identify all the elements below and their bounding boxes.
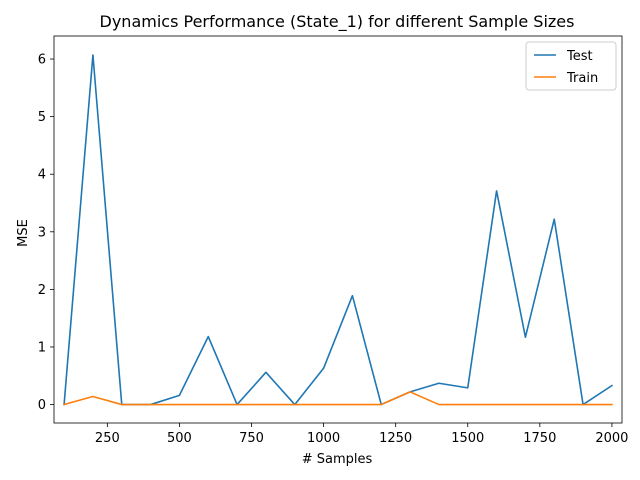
x-axis-label: # Samples bbox=[302, 452, 373, 467]
y-tick-label: 2 bbox=[38, 283, 46, 298]
y-tick-label: 3 bbox=[38, 225, 46, 240]
series-line-train bbox=[63, 391, 613, 406]
y-tick-label: 6 bbox=[38, 53, 46, 68]
legend-label-train: Train bbox=[566, 71, 598, 86]
x-tick-label: 1750 bbox=[523, 431, 556, 446]
legend-label-test: Test bbox=[566, 49, 593, 64]
legend-box bbox=[525, 41, 617, 91]
x-tick-label: 1000 bbox=[307, 431, 340, 446]
series-line-test bbox=[63, 54, 614, 406]
y-tick-label: 5 bbox=[38, 110, 46, 125]
x-tick-label: 750 bbox=[239, 431, 264, 446]
series-layer bbox=[63, 54, 614, 406]
y-tick-label: 1 bbox=[38, 340, 46, 355]
y-tick-label: 4 bbox=[38, 168, 46, 183]
x-tick-label: 1500 bbox=[451, 431, 484, 446]
chart-title: Dynamics Performance (State_1) for diffe… bbox=[100, 12, 575, 32]
x-tick-label: 1250 bbox=[379, 431, 412, 446]
x-tick-label: 2000 bbox=[595, 431, 628, 446]
y-axis-label: MSE bbox=[16, 219, 31, 247]
x-tick-label: 250 bbox=[95, 431, 120, 446]
plot-area: 250 500 750 1000 1250 1500 1750 2000 0 1 2 3 4 5 6 bbox=[38, 35, 628, 446]
x-tick-label: 500 bbox=[167, 431, 192, 446]
x-axis-ticks: 250 500 750 1000 1250 1500 1750 2000 bbox=[95, 423, 628, 446]
y-tick-label: 0 bbox=[38, 398, 46, 413]
y-axis-ticks: 0 1 2 3 4 5 6 bbox=[38, 53, 54, 413]
axes-frame bbox=[53, 35, 623, 424]
legend: Test Train bbox=[525, 41, 617, 91]
